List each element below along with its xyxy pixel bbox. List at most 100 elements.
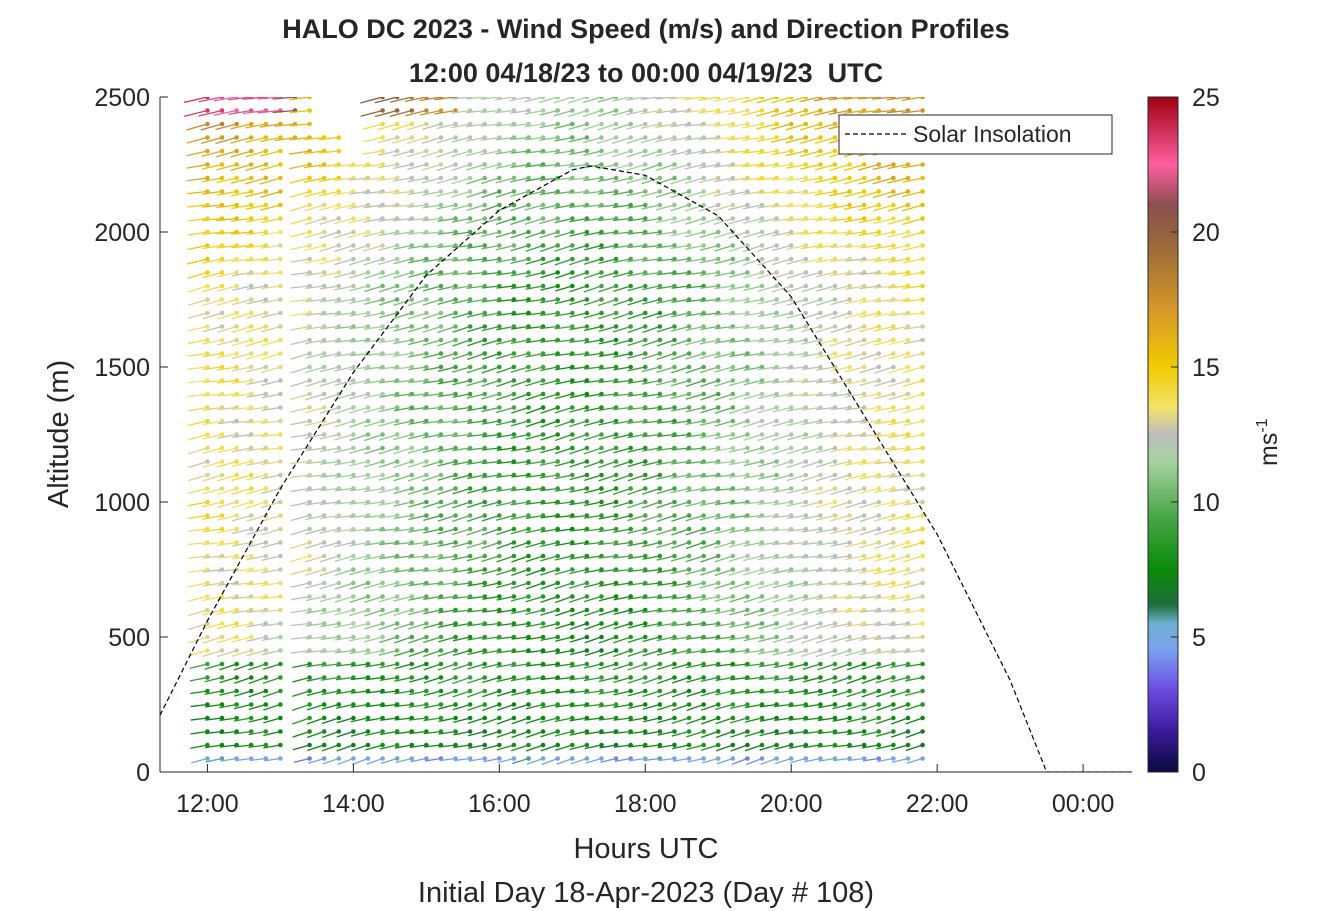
wind-barb-dot [701, 162, 706, 167]
wind-barb-dot [774, 553, 779, 559]
wind-barb-dot [745, 607, 750, 613]
wind-barb-shaft [570, 636, 588, 643]
wind-barb-shaft [452, 420, 471, 424]
wind-barb-dot [861, 459, 867, 464]
wind-barb-dot [759, 97, 765, 100]
wind-barb-dot [219, 283, 225, 289]
wind-barb-shaft [685, 447, 704, 451]
wind-barb-shaft [874, 474, 894, 479]
wind-barb-shaft [481, 622, 500, 627]
wind-barb-dot [307, 189, 312, 194]
wind-barb-dot [321, 202, 327, 208]
wind-barb-shaft [786, 298, 807, 306]
wind-barb-shaft [859, 420, 879, 424]
wind-barb-shaft [685, 271, 704, 276]
wind-barb-shaft [525, 663, 544, 667]
wind-barb-dot [686, 256, 692, 262]
wind-barb-shaft [814, 177, 836, 184]
wind-barb-dot [438, 607, 444, 613]
wind-barb-dot [351, 715, 356, 721]
wind-barb-shaft [800, 231, 821, 236]
wind-barb-dot [686, 702, 692, 707]
wind-barb-shaft [830, 528, 850, 535]
wind-barb-shaft [334, 501, 354, 505]
wind-barb-dot [818, 189, 823, 194]
wind-barb-dot [380, 324, 385, 329]
wind-barb-dot [803, 513, 809, 518]
wind-barb-dot [891, 675, 896, 680]
wind-barb-shaft [188, 555, 208, 559]
wind-barb-dot [905, 364, 911, 370]
wind-barb-shaft [393, 528, 412, 533]
wind-barb-shaft [656, 339, 675, 347]
wind-barb-shaft [393, 244, 412, 250]
wind-barb-dot [642, 135, 648, 140]
wind-barb-shaft [641, 514, 661, 522]
wind-barb-shaft [874, 460, 894, 465]
wind-barb-shaft [671, 406, 690, 412]
wind-barb-shaft [684, 109, 704, 114]
wind-barb-dot [832, 540, 838, 545]
wind-barb-shaft [627, 636, 646, 643]
wind-barb-dot [278, 432, 283, 437]
wind-barb-dot [832, 135, 838, 140]
wind-barb-dot [278, 702, 283, 707]
wind-barb-shaft [348, 177, 369, 181]
wind-barb-shaft [274, 123, 296, 128]
wind-barb-shaft [584, 703, 602, 708]
wind-barb-shaft [260, 150, 281, 157]
wind-barb-shaft [525, 447, 544, 453]
wind-barb-shaft [186, 136, 208, 144]
wind-barb-shaft [290, 501, 310, 507]
wind-barb-shaft [351, 757, 369, 766]
wind-barb-dot [424, 162, 429, 167]
wind-barb-shaft [378, 325, 398, 331]
wind-barb-shaft [466, 97, 485, 100]
wind-barb-dot [745, 715, 750, 721]
wind-barb-dot [672, 567, 677, 572]
wind-barb-dot [686, 661, 692, 667]
wind-barb-dot [307, 270, 312, 275]
wind-barb-shaft [787, 568, 806, 574]
wind-barb-shaft [757, 528, 777, 532]
wind-barb-shaft [245, 190, 266, 198]
wind-barb-dot [715, 97, 721, 100]
wind-barb-dot [584, 162, 590, 167]
wind-barb-dot [482, 648, 488, 653]
wind-barb-dot [234, 324, 239, 329]
wind-barb-shaft [422, 568, 442, 573]
wind-barb-shaft [830, 298, 850, 306]
wind-barb-shaft [319, 501, 339, 506]
wind-barb-dot [847, 162, 852, 167]
wind-barb-dot [613, 675, 619, 680]
wind-barb-dot [745, 243, 750, 248]
wind-barb-shaft [242, 97, 266, 100]
wind-barb-shaft [612, 474, 631, 482]
wind-barb-shaft [699, 352, 719, 360]
wind-barb-dot [307, 580, 312, 586]
wind-barb-dot [759, 148, 765, 154]
wind-barb-shaft [511, 717, 529, 725]
wind-barb-shaft [685, 555, 704, 563]
wind-barb-shaft [393, 514, 412, 520]
wind-barb-dot [861, 175, 867, 181]
wind-barb-shaft [231, 379, 252, 385]
wind-barb-dot [818, 648, 823, 653]
wind-barb-shaft [875, 663, 894, 670]
wind-barb-shaft [815, 420, 836, 425]
wind-barb-shaft [641, 177, 661, 185]
wind-barb-dot [278, 459, 283, 464]
wind-barb-shaft [554, 204, 573, 209]
wind-barb-shaft [408, 595, 427, 601]
wind-barb-dot [555, 742, 561, 748]
wind-barb-shaft [334, 460, 354, 466]
wind-barb-shaft [525, 514, 544, 520]
wind-barb-shaft [438, 690, 456, 697]
wind-barb-dot [219, 540, 225, 545]
wind-barb-dot [672, 702, 677, 707]
wind-barb-dot [394, 675, 400, 680]
wind-barb-dot [730, 567, 736, 572]
wind-barb-shaft [334, 541, 354, 548]
wind-barb-shaft [438, 717, 456, 723]
wind-barb-shaft [233, 717, 252, 722]
